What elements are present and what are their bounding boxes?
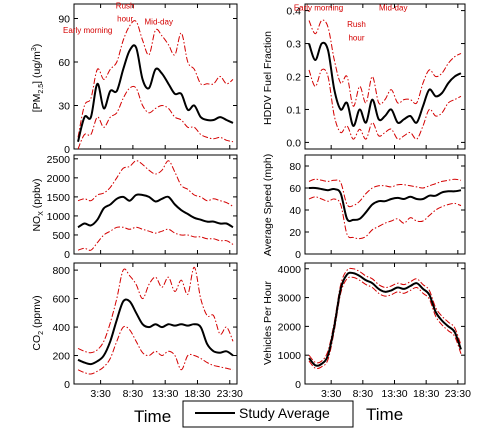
panel-frame-nox — [73, 154, 238, 255]
co2-ytick-label-4: 800 — [52, 265, 70, 277]
vph-series-mean — [308, 271, 462, 367]
co2-series-lower — [77, 325, 234, 375]
pm25-series-mean — [77, 44, 234, 143]
nox-series-lower — [77, 226, 234, 251]
vph-xtick-label-2: 13:30 — [381, 388, 407, 400]
vph-ytick-label-3: 3000 — [278, 293, 302, 305]
speed-ytick-label-1: 20 — [289, 227, 301, 239]
vph-xtick-label-4: 23:30 — [445, 388, 471, 400]
speed-ytick-label-0: 0 — [295, 249, 301, 261]
panel-frame-co2 — [73, 262, 238, 385]
hddv-ytick-label-4: 0.4 — [286, 6, 301, 18]
hddv-annotation-3: Mid-day — [379, 4, 407, 13]
hddv-annotation-2: hour — [348, 33, 364, 42]
panel-frame-hddv — [304, 3, 466, 150]
panel-frame-speed — [304, 154, 466, 255]
legend-entry-study-average: Study Average — [239, 405, 330, 421]
pm25-ytick-label-1: 30 — [58, 101, 70, 113]
speed-series-upper — [308, 178, 462, 208]
co2-xtick-label-0: 3:30 — [90, 388, 111, 400]
nox-ytick-label-1: 500 — [52, 230, 70, 242]
speed-series-lower — [308, 196, 462, 240]
co2-series-upper — [77, 266, 234, 354]
speed-series-mean — [308, 186, 462, 223]
co2-ytick-label-2: 400 — [52, 322, 70, 334]
speed-ytick-label-3: 60 — [289, 183, 301, 195]
hddv-ytick-label-0: 0.0 — [286, 137, 301, 149]
pm25-ytick-label-2: 60 — [58, 57, 70, 69]
ylabel-pm25: [PM2.5] (ug/m3) — [31, 44, 45, 113]
co2-ytick-label-0: 0 — [64, 379, 70, 391]
vph-ytick-label-4: 4000 — [278, 264, 302, 276]
x-axis-label-right: Time — [366, 405, 403, 424]
vph-xtick-label-0: 3:30 — [321, 388, 342, 400]
legend: Study Average — [182, 400, 354, 428]
hddv-series-upper — [308, 19, 462, 107]
ylabel-hddv: HDDV Fuel Fraction — [262, 31, 274, 125]
vph-ytick-label-0: 0 — [295, 379, 301, 391]
co2-xtick-label-4: 23:30 — [217, 388, 243, 400]
hddv-annotation-1: Rush — [347, 20, 366, 29]
hddv-annotation-0: Early morning — [294, 4, 343, 13]
nox-ytick-label-2: 1000 — [47, 211, 71, 223]
nox-series-upper — [77, 160, 234, 207]
vph-xtick-label-3: 18:30 — [413, 388, 439, 400]
ylabel-nox: NOX (ppbv) — [31, 178, 45, 231]
co2-ytick-label-3: 600 — [52, 294, 70, 306]
vph-ytick-label-1: 1000 — [278, 350, 302, 362]
nox-ytick-label-3: 1500 — [47, 192, 71, 204]
hddv-ytick-label-1: 0.1 — [286, 104, 301, 116]
pm25-series-lower — [77, 85, 234, 150]
panel-frame-pm25 — [73, 3, 238, 150]
pm25-annotation-2: hour — [117, 14, 133, 23]
speed-ytick-label-2: 40 — [289, 205, 301, 217]
ylabel-vph: Vehicles Per Hour — [262, 280, 274, 365]
ylabel-co2: CO2 (ppmv) — [31, 295, 45, 350]
vph-ytick-label-2: 2000 — [278, 321, 302, 333]
hddv-series-mean — [308, 41, 462, 127]
pm25-ytick-label-3: 90 — [58, 14, 70, 26]
nox-series-mean — [77, 193, 234, 229]
co2-xtick-label-2: 13:30 — [152, 388, 178, 400]
panel-frame-vph — [304, 262, 466, 385]
co2-xtick-label-1: 8:30 — [123, 388, 144, 400]
hddv-ytick-label-2: 0.2 — [286, 72, 301, 84]
pm25-ytick-label-0: 0 — [64, 144, 70, 156]
vph-series-lower — [308, 276, 462, 370]
pm25-series-upper — [77, 20, 234, 138]
pm25-annotation-0: Early morning — [63, 26, 112, 35]
hddv-ytick-label-3: 0.3 — [286, 39, 301, 51]
nox-ytick-label-4: 2000 — [47, 173, 71, 185]
pm25-annotation-1: Rush — [116, 1, 135, 10]
co2-xtick-label-3: 18:30 — [184, 388, 210, 400]
speed-ytick-label-4: 80 — [289, 161, 301, 173]
co2-series-mean — [77, 298, 234, 366]
x-axis-label-left: Time — [134, 407, 171, 426]
vph-xtick-label-1: 8:30 — [353, 388, 374, 400]
nox-ytick-label-0: 0 — [64, 249, 70, 261]
hddv-series-lower — [308, 68, 462, 140]
co2-ytick-label-1: 200 — [52, 351, 70, 363]
nox-ytick-label-5: 2500 — [47, 154, 71, 166]
ylabel-speed: Average Speed (mph) — [262, 154, 274, 257]
pm25-annotation-3: Mid-day — [145, 17, 173, 26]
